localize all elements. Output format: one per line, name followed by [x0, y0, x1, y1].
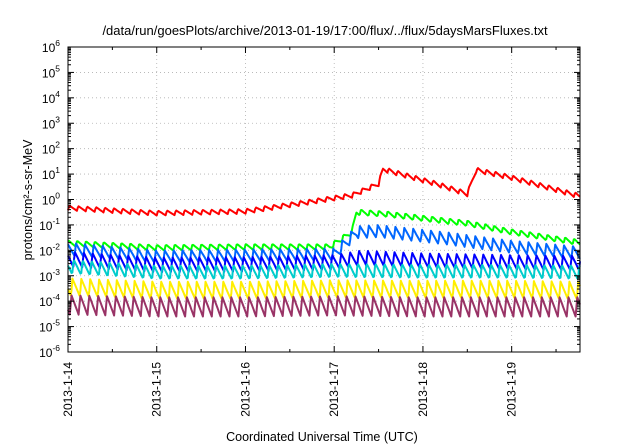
x-tick-label: 2013-1-14: [61, 362, 75, 417]
series-line-5: [67, 259, 581, 280]
series-line-1: [67, 167, 581, 217]
series-line-6: [67, 277, 581, 300]
y-tick-label: 100: [42, 191, 60, 208]
series-group: [67, 167, 581, 318]
y-tick-label: 10-4: [39, 292, 60, 309]
chart-title: /data/run/goesPlots/archive/2013-01-19/1…: [102, 23, 548, 38]
y-tick-label: 105: [42, 63, 60, 80]
y-tick-labels: 10-6 10-5 10-4 10-3 10-2 10-1 100 101 102 103 104 1…: [39, 38, 60, 360]
y-tick-label: 10-5: [39, 318, 60, 335]
tick-marks: [67, 46, 580, 353]
y-tick-label: 103: [42, 114, 60, 131]
y-tick-label: 10-6: [39, 343, 60, 360]
series-line-2: [67, 209, 581, 252]
x-tick-label: 2013-1-15: [150, 362, 164, 417]
x-tick-label: 2013-1-16: [238, 362, 252, 417]
x-tick-label: 2013-1-19: [505, 362, 519, 417]
y-tick-label: 106: [42, 38, 60, 55]
y-tick-label: 10-2: [39, 241, 60, 258]
x-tick-label: 2013-1-17: [327, 362, 341, 417]
x-tick-label: 2013-1-18: [416, 362, 430, 417]
y-tick-label: 101: [42, 165, 60, 182]
series-line-7: [67, 294, 581, 318]
y-tick-label: 10-1: [39, 216, 60, 233]
y-tick-label: 102: [42, 140, 60, 157]
series-line-3: [67, 224, 581, 264]
x-axis-label: Coordinated Universal Time (UTC): [226, 430, 418, 444]
y-tick-label: 104: [42, 89, 60, 106]
x-tick-labels: 2013-1-14 2013-1-15 2013-1-16 2013-1-17 2013…: [61, 362, 519, 417]
y-tick-label: 10-3: [39, 267, 60, 284]
y-axis-label: protons/cm²-s-sr-MeV: [21, 139, 35, 261]
